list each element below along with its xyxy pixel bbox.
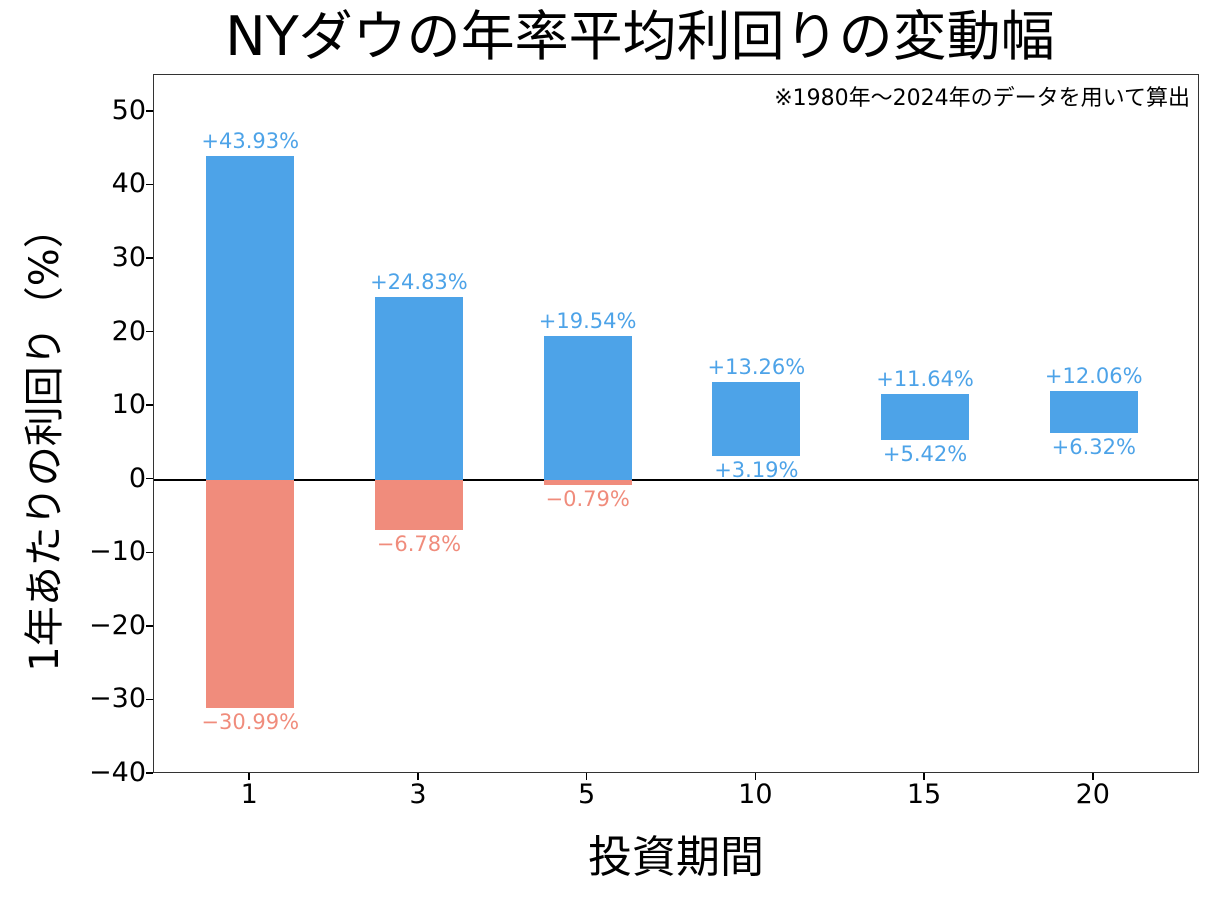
y-axis-label: 1年あたりの利回り（%） [22, 208, 68, 672]
max-value-label: +19.54% [538, 308, 637, 333]
bar-max-return [374, 296, 463, 480]
y-tick-label: 30 [111, 241, 146, 273]
max-value-label: +11.64% [876, 367, 974, 392]
bar-max-return [881, 394, 970, 440]
y-tick-mark [146, 183, 153, 186]
min-value-label: +3.19% [714, 458, 799, 483]
bar-min-return [206, 479, 295, 708]
y-tick-label: 50 [111, 94, 146, 126]
y-tick-mark [146, 477, 153, 480]
y-tick-label: −10 [89, 536, 146, 568]
max-value-label: +24.83% [370, 269, 468, 294]
y-tick-label: −40 [89, 757, 146, 788]
y-tick-mark [146, 330, 153, 333]
bar-max-return [543, 335, 632, 480]
y-tick-label: 20 [111, 315, 146, 347]
min-value-label: −30.99% [201, 709, 300, 734]
min-value-label: −0.79% [545, 487, 630, 512]
y-tick-mark [146, 625, 153, 627]
bar-min-return [374, 479, 463, 530]
bar-max-return [206, 156, 295, 480]
x-tick-label: 15 [906, 779, 942, 810]
data-source-note: ※1980年～2024年のデータを用いて算出 [774, 86, 1190, 111]
y-tick-mark [146, 698, 153, 701]
y-tick-mark [146, 257, 153, 259]
x-axis-label: 投資期間 [588, 832, 764, 883]
x-tick-mark [923, 773, 925, 780]
x-tick-mark [1092, 773, 1094, 780]
y-tick-label: 40 [111, 168, 146, 200]
x-tick-label: 5 [578, 779, 596, 810]
zero-line [154, 478, 1198, 481]
x-tick-mark [585, 773, 588, 780]
y-tick-label: 10 [111, 389, 146, 421]
x-tick-mark [417, 773, 419, 780]
x-tick-label: 20 [1075, 779, 1110, 810]
x-tick-label: 10 [738, 779, 773, 810]
x-tick-label: 1 [240, 779, 258, 810]
y-tick-mark [146, 551, 153, 553]
bar-min-return [543, 479, 632, 486]
min-value-label: −6.78% [376, 531, 462, 556]
y-tick-label: −20 [89, 609, 146, 641]
bar-max-return [1049, 390, 1138, 434]
x-tick-mark [248, 773, 250, 780]
y-tick-mark [146, 772, 153, 774]
max-value-label: +12.06% [1044, 363, 1143, 388]
max-value-label: +13.26% [707, 355, 806, 380]
min-value-label: +5.42% [882, 441, 968, 466]
y-tick-label: −30 [89, 683, 146, 715]
x-tick-mark [754, 773, 757, 780]
y-tick-mark [146, 404, 153, 406]
y-tick-label: 0 [128, 462, 146, 494]
x-tick-label: 3 [409, 779, 427, 810]
min-value-label: +6.32% [1051, 435, 1136, 460]
max-value-label: +43.93% [201, 129, 300, 154]
plot-area: ※1980年～2024年のデータを用いて算出 +43.93% −30.99% +24… [153, 74, 1199, 773]
y-tick-mark [146, 110, 153, 112]
chart-title: NYダウの年率平均利回りの変動幅 [225, 5, 1055, 68]
bar-max-return [712, 382, 801, 457]
